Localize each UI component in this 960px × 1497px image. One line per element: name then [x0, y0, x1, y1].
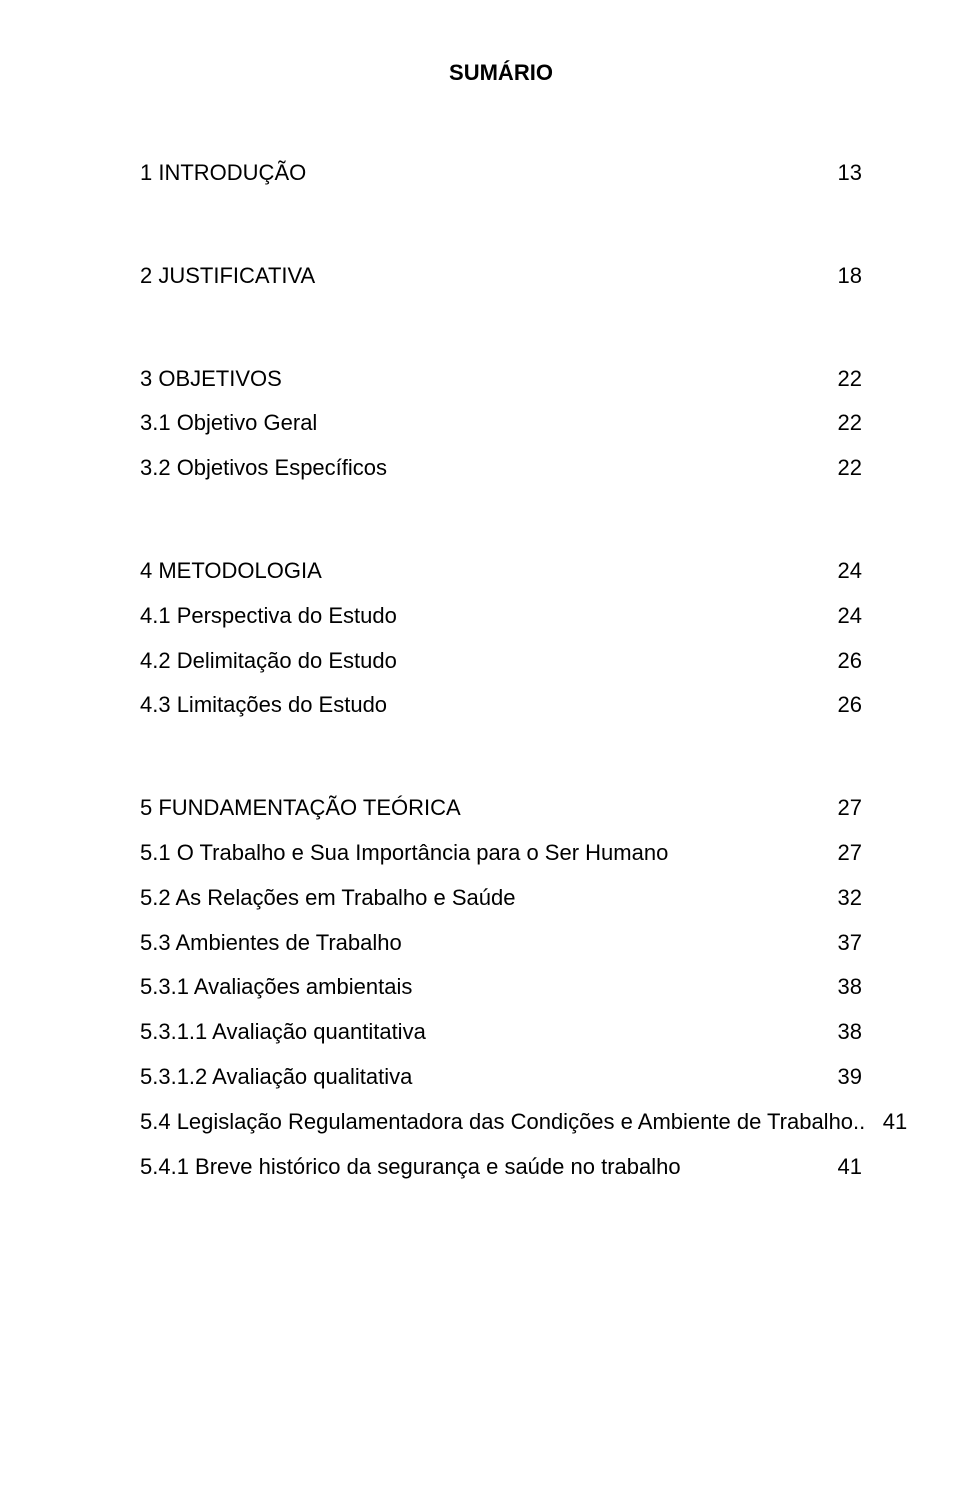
- toc-entry-page: 32: [828, 883, 862, 914]
- toc-entry: 5.2 As Relações em Trabalho e Saúde 32: [140, 883, 862, 914]
- toc-entry-page: 38: [828, 972, 862, 1003]
- toc-entry-label: 4.3 Limitações do Estudo: [140, 690, 387, 721]
- toc-entry-label: 5.3 Ambientes de Trabalho: [140, 928, 402, 959]
- toc-entry-label: 5.3.1.1 Avaliação quantitativa: [140, 1017, 426, 1048]
- toc-entry: 4.1 Perspectiva do Estudo 24: [140, 601, 862, 632]
- toc-entry-label: 3 OBJETIVOS: [140, 364, 282, 395]
- toc-entry-page: 22: [828, 364, 862, 395]
- line-gap: [140, 676, 862, 690]
- page-title: SUMÁRIO: [140, 60, 862, 86]
- toc-entry-label: 5 FUNDAMENTAÇÃO TEÓRICA: [140, 793, 461, 824]
- toc-entry-page: 13: [828, 158, 862, 189]
- toc-entry-label: 5.2 As Relações em Trabalho e Saúde: [140, 883, 515, 914]
- toc-entry-page: 24: [828, 601, 862, 632]
- toc-entry: 5.1 O Trabalho e Sua Importância para o …: [140, 838, 862, 869]
- toc-entry: 2 JUSTIFICATIVA 18: [140, 261, 862, 292]
- toc-entry: 5.3.1.2 Avaliação qualitativa 39: [140, 1062, 862, 1093]
- toc-entry-page: 39: [828, 1062, 862, 1093]
- toc-entry-label: 4.2 Delimitação do Estudo: [140, 646, 397, 677]
- toc-entry: 4.3 Limitações do Estudo 26: [140, 690, 862, 721]
- chapter-gap: [140, 484, 862, 556]
- toc-entry-page: 27: [828, 793, 862, 824]
- toc-entry-label: 3.2 Objetivos Específicos: [140, 453, 387, 484]
- toc-entry: 5.4 Legislação Regulamentadora das Condi…: [140, 1107, 862, 1138]
- toc-entry-page: 37: [828, 928, 862, 959]
- toc-entry: 3 OBJETIVOS 22: [140, 364, 862, 395]
- line-gap: [140, 587, 862, 601]
- line-gap: [140, 632, 862, 646]
- line-gap: [140, 1138, 862, 1152]
- toc-entry-page: 22: [828, 453, 862, 484]
- toc-entry-page: 38: [828, 1017, 862, 1048]
- toc-entry: 4 METODOLOGIA 24: [140, 556, 862, 587]
- toc-entry: 4.2 Delimitação do Estudo 26: [140, 646, 862, 677]
- line-gap: [140, 958, 862, 972]
- toc-entry-label: 5.1 O Trabalho e Sua Importância para o …: [140, 838, 668, 869]
- toc-entry-page: 18: [828, 261, 862, 292]
- toc-entry-label: 3.1 Objetivo Geral: [140, 408, 317, 439]
- line-gap: [140, 869, 862, 883]
- toc-entry: 5.4.1 Breve histórico da segurança e saú…: [140, 1152, 862, 1183]
- chapter-gap: [140, 189, 862, 261]
- toc-entry: 1 INTRODUÇÃO 13: [140, 158, 862, 189]
- line-gap: [140, 824, 862, 838]
- line-gap: [140, 1048, 862, 1062]
- toc-entry-page: 26: [828, 646, 862, 677]
- line-gap: [140, 1003, 862, 1017]
- toc-entry-label: 4 METODOLOGIA: [140, 556, 322, 587]
- toc-entry-page: 22: [828, 408, 862, 439]
- toc-entry-page: 26: [828, 690, 862, 721]
- toc-entry: 3.2 Objetivos Específicos 22: [140, 453, 862, 484]
- toc-entry-page: 24: [828, 556, 862, 587]
- toc-entry: 3.1 Objetivo Geral 22: [140, 408, 862, 439]
- toc-entry-page: 27: [828, 838, 862, 869]
- toc-entry-label: 5.3.1.2 Avaliação qualitativa: [140, 1062, 412, 1093]
- toc-entry: 5.3.1 Avaliações ambientais 38: [140, 972, 862, 1003]
- line-gap: [140, 1093, 862, 1107]
- toc-entry-label: 1 INTRODUÇÃO: [140, 158, 306, 189]
- toc-entry-page: 41: [828, 1152, 862, 1183]
- table-of-contents: 1 INTRODUÇÃO 13 2 JUSTIFICATIVA 18 3 OBJETIV…: [140, 158, 862, 1182]
- toc-entry-label: 5.4.1 Breve histórico da segurança e saú…: [140, 1152, 681, 1183]
- toc-entry: 5.3.1.1 Avaliação quantitativa 38: [140, 1017, 862, 1048]
- toc-entry: 5.3 Ambientes de Trabalho 37: [140, 928, 862, 959]
- line-gap: [140, 439, 862, 453]
- toc-entry-page: 41: [873, 1107, 907, 1138]
- toc-entry-label: 2 JUSTIFICATIVA: [140, 261, 315, 292]
- line-gap: [140, 394, 862, 408]
- toc-entry-label: 5.4 Legislação Regulamentadora das Condi…: [140, 1107, 865, 1138]
- toc-entry: 5 FUNDAMENTAÇÃO TEÓRICA 27: [140, 793, 862, 824]
- chapter-gap: [140, 292, 862, 364]
- chapter-gap: [140, 721, 862, 793]
- line-gap: [140, 914, 862, 928]
- toc-entry-label: 5.3.1 Avaliações ambientais: [140, 972, 412, 1003]
- toc-entry-label: 4.1 Perspectiva do Estudo: [140, 601, 397, 632]
